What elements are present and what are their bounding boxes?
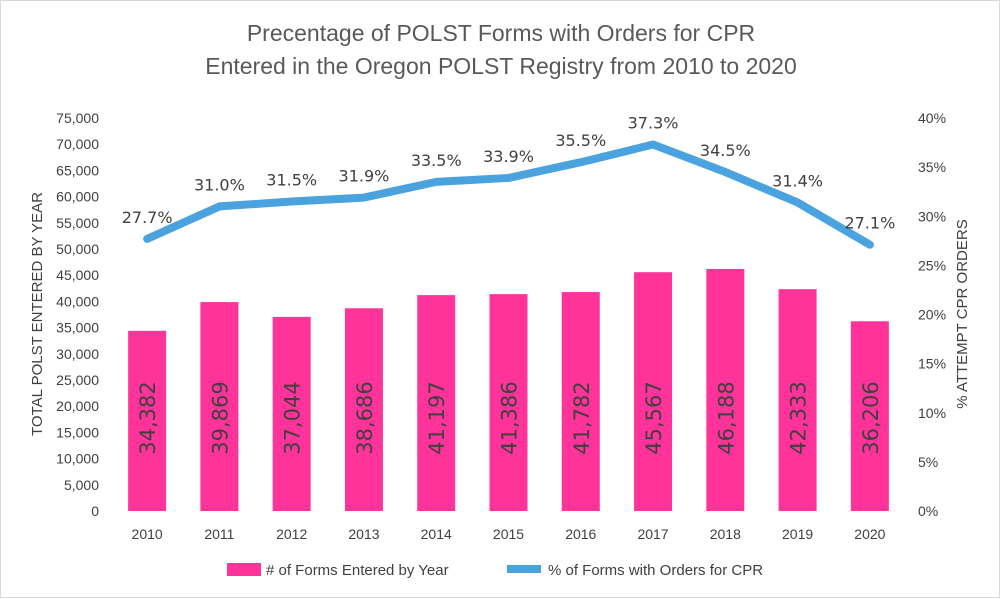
line-series: 27.7% 31.0% 31.5% 31.9% 33.5% 33.9% 35.5% 37.3%… [122, 114, 895, 249]
right-tick-label: 10% [918, 405, 946, 421]
bar-value-label: 34,382 [136, 381, 160, 454]
x-tick-label: 2018 [710, 526, 741, 542]
line-point [868, 243, 871, 246]
left-tick-label: 35,000 [56, 320, 99, 336]
x-tick-label: 2019 [782, 526, 813, 542]
line-point [435, 180, 438, 183]
line-point [796, 201, 799, 204]
bar [128, 330, 167, 511]
x-tick-label: 2011 [204, 526, 234, 542]
bar-value-label: 38,686 [353, 381, 377, 454]
left-tick-label: 45,000 [56, 267, 99, 283]
right-tick-label: 0% [918, 503, 938, 519]
left-tick-label: 20,000 [56, 398, 99, 414]
bar-value-label: 37,044 [281, 381, 305, 454]
line-value-label: 31.5% [266, 171, 317, 190]
line-value-label: 33.5% [411, 151, 462, 170]
line-point [652, 143, 655, 146]
line-point [362, 196, 365, 199]
bar [489, 294, 528, 511]
right-tick-label: 25% [918, 257, 946, 273]
left-axis-ticks: 0 5,000 10,000 15,000 20,000 25,000 30,000 35,0… [56, 110, 99, 519]
bar [850, 321, 889, 511]
bar-value-label: 36,206 [859, 381, 883, 454]
line-value-label: 33.9% [483, 147, 534, 166]
line-point [724, 171, 727, 174]
left-tick-label: 70,000 [56, 136, 99, 152]
line-value-label: 31.0% [194, 175, 245, 194]
line-value-label: 37.3% [628, 114, 679, 133]
bar-value-label: 39,869 [208, 381, 232, 454]
right-tick-label: 5% [918, 454, 938, 470]
x-tick-label: 2016 [565, 526, 596, 542]
bar [200, 302, 239, 511]
bar-value-label: 45,567 [642, 381, 666, 454]
bar-value-label: 46,188 [714, 381, 738, 454]
bar [272, 316, 311, 511]
x-tick-label: 2015 [493, 526, 524, 542]
right-axis-title: % ATTEMPT CPR ORDERS [954, 219, 971, 408]
left-tick-label: 60,000 [56, 189, 99, 205]
bar-value-label: 41,197 [425, 381, 449, 454]
left-tick-label: 15,000 [56, 424, 99, 440]
x-tick-label: 2013 [348, 526, 379, 542]
left-tick-label: 65,000 [56, 162, 99, 178]
line-value-label: 27.7% [122, 208, 173, 227]
left-axis-title: TOTAL POLST ENTERED BY YEAR [29, 192, 46, 436]
line-point [290, 200, 293, 203]
left-tick-label: 0 [91, 503, 99, 519]
x-tick-label: 2012 [276, 526, 307, 542]
line-point [579, 161, 582, 164]
line-value-label: 34.5% [700, 141, 751, 160]
left-tick-label: 50,000 [56, 241, 99, 257]
x-tick-label: 2020 [854, 526, 885, 542]
line-point [507, 176, 510, 179]
legend-swatch-bars [227, 563, 261, 576]
right-tick-label: 30% [918, 208, 946, 224]
bar [634, 272, 673, 511]
left-tick-label: 10,000 [56, 451, 99, 467]
x-tick-label: 2014 [421, 526, 452, 542]
bar-value-label: 41,782 [570, 381, 594, 454]
legend-label-line: % of Forms with Orders for CPR [548, 562, 763, 579]
line-value-label: 31.9% [339, 167, 390, 186]
bar-value-label: 41,386 [498, 381, 522, 454]
legend-label-bars: # of Forms Entered by Year [266, 562, 449, 579]
bar [561, 292, 600, 511]
left-tick-label: 75,000 [56, 110, 99, 126]
right-tick-label: 40% [918, 110, 946, 126]
x-tick-label: 2017 [637, 526, 668, 542]
bar [344, 308, 383, 511]
left-tick-label: 25,000 [56, 372, 99, 388]
left-tick-label: 40,000 [56, 293, 99, 309]
x-axis-ticks: 2010 2011 2012 2013 2014 2015 2016 2017 2018 2019… [132, 526, 886, 542]
line-point [218, 205, 221, 208]
legend: # of Forms Entered by Year % of Forms wit… [227, 562, 763, 579]
right-axis-ticks: 0% 5% 10% 15% 20% 25% 30% 35% 40% [918, 110, 946, 519]
left-tick-label: 30,000 [56, 346, 99, 362]
right-tick-label: 15% [918, 356, 946, 372]
bar-series: 34,382 39,869 37,044 38,686 41,197 41,386 41,7… [128, 268, 889, 511]
right-tick-label: 20% [918, 307, 946, 323]
x-tick-label: 2010 [132, 526, 163, 542]
bar [778, 289, 817, 511]
chart-title-line-1: Precentage of POLST Forms with Orders fo… [247, 20, 755, 46]
line-value-label: 27.1% [844, 214, 895, 233]
line-point [146, 237, 149, 240]
line-value-label: 31.4% [772, 171, 823, 190]
right-tick-label: 35% [918, 159, 946, 175]
line-value-label: 35.5% [555, 131, 606, 150]
bar [417, 295, 456, 511]
chart-title-line-2: Entered in the Oregon POLST Registry fro… [205, 53, 797, 79]
bar-value-label: 42,333 [787, 381, 811, 454]
bar [706, 268, 745, 511]
left-tick-label: 55,000 [56, 215, 99, 231]
left-tick-label: 5,000 [64, 477, 99, 493]
